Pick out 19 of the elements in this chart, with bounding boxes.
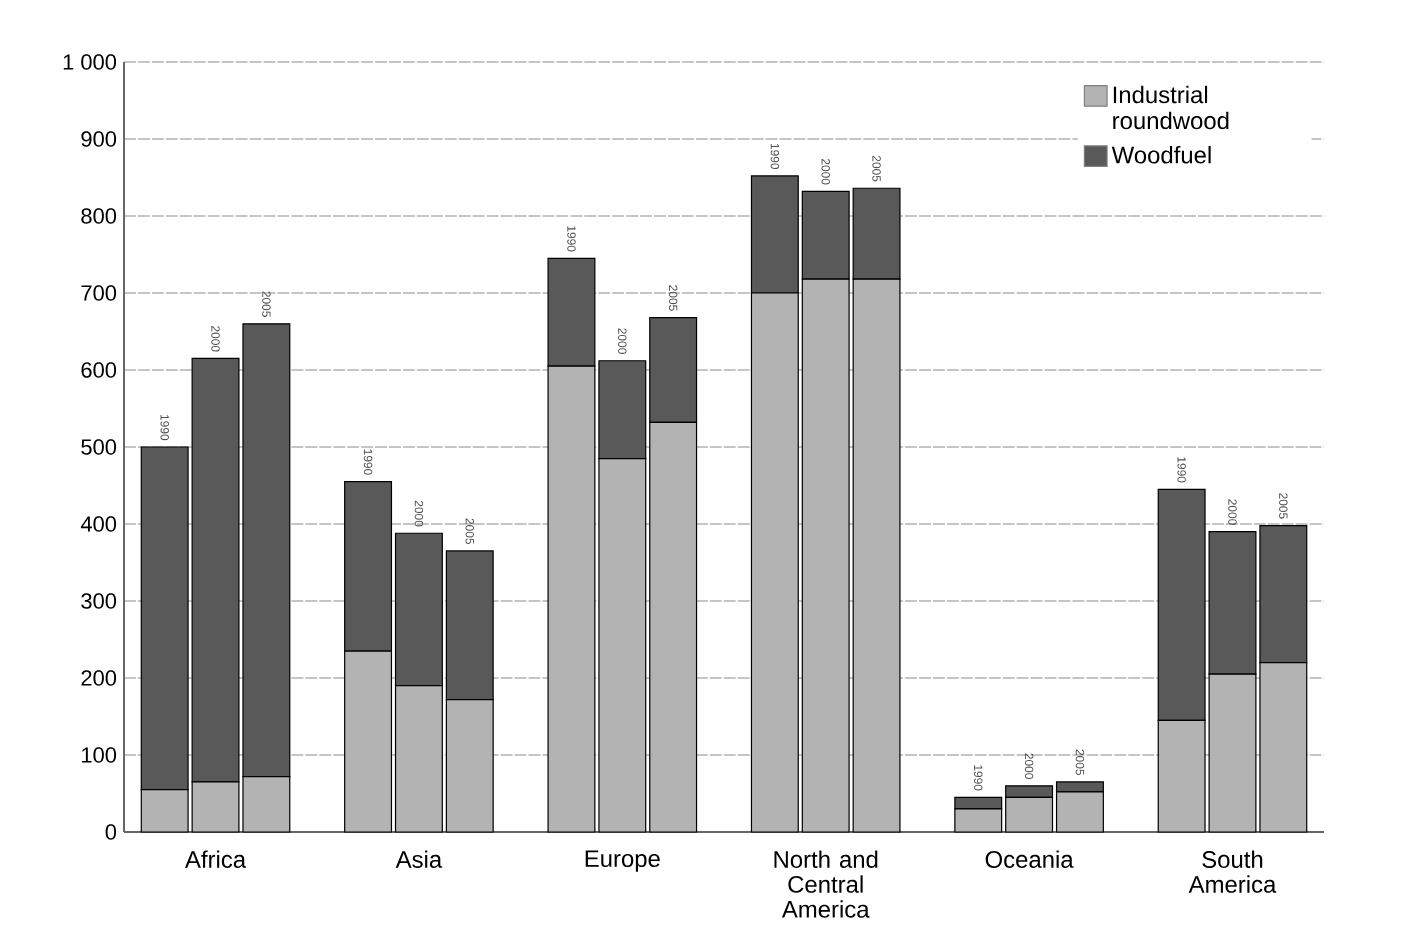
x-tick-label: Africa — [185, 850, 247, 868]
y-tick-label: 800 — [81, 208, 117, 224]
y-tick-label: 0 — [105, 824, 117, 840]
legend-label: Woodfuel — [1111, 145, 1211, 164]
legend-label: Industrial roundwood — [1113, 85, 1229, 130]
y-tick-label: 500 — [81, 439, 117, 455]
y-tick-label: 100 — [82, 747, 117, 763]
x-tick-label: South America — [1188, 850, 1277, 893]
x-tick-label: Oceania — [985, 850, 1074, 868]
x-tick-label: Asia — [395, 850, 443, 868]
x-tick-label: North and Central America — [774, 850, 878, 918]
y-tick-label: 600 — [81, 362, 117, 378]
y-tick-label: 700 — [81, 285, 117, 301]
y-tick-label: 1 000 — [63, 54, 117, 70]
x-tick-label: Europe — [585, 850, 660, 872]
y-tick-label: 300 — [81, 593, 117, 609]
y-tick-label: 400 — [80, 516, 117, 532]
y-tick-label: 900 — [81, 131, 117, 147]
y-tick-label: 200 — [81, 670, 117, 686]
